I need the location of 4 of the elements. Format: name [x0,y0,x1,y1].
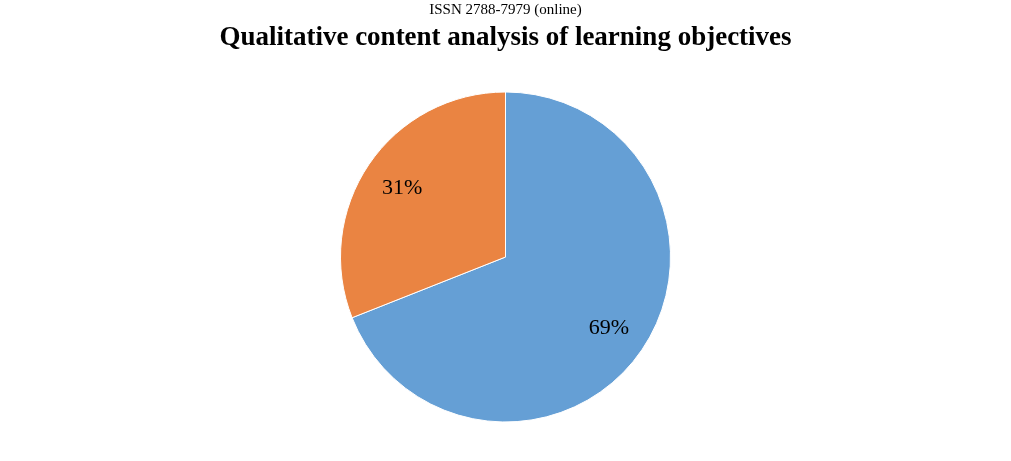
data-label: 69% [588,314,630,340]
text: ISSN 2788-7979 (online) [428,0,583,18]
chart-title: Qualitative content analysis of learning objectives [219,21,792,51]
data-label: 31% [381,173,423,199]
